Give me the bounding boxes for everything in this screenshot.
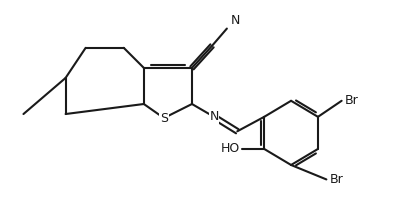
Text: S: S <box>160 111 168 125</box>
Text: N: N <box>209 110 219 123</box>
Text: Br: Br <box>330 173 343 186</box>
Text: Br: Br <box>345 94 359 107</box>
Text: N: N <box>231 14 240 27</box>
Text: HO: HO <box>221 142 240 155</box>
